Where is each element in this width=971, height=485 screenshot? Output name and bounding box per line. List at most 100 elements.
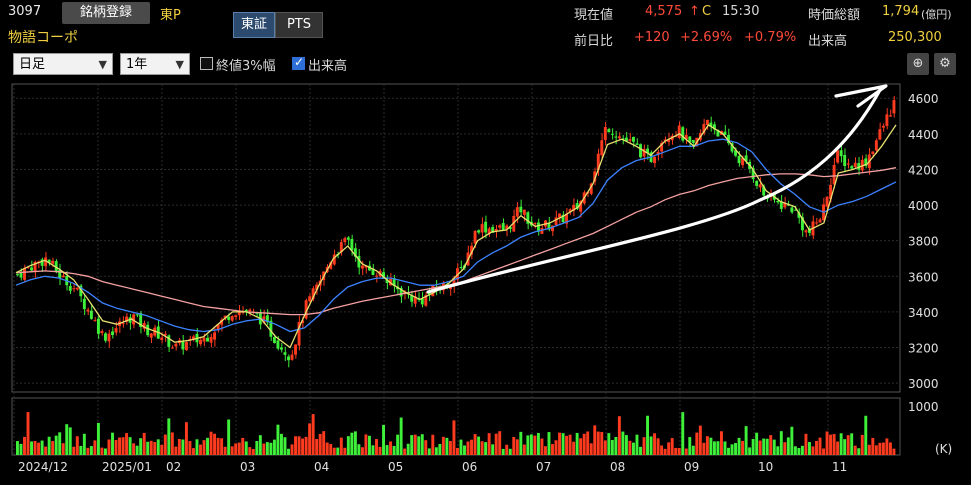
candle-body	[526, 212, 530, 224]
candle-body	[199, 339, 202, 345]
candle-body	[878, 129, 882, 140]
volume-bar	[515, 439, 519, 455]
candle-body	[864, 158, 868, 166]
change-pct: +2.69%	[680, 30, 733, 45]
month-tick-label: 2024/12	[18, 460, 68, 474]
volume-bar	[649, 436, 653, 455]
volume-bar	[734, 443, 737, 455]
candle-body	[230, 316, 234, 321]
volume-bar	[325, 442, 329, 455]
candle-body	[808, 228, 811, 233]
price-tick-label: 4400	[908, 128, 939, 142]
volume-bar	[202, 440, 206, 455]
volume-bar	[199, 444, 202, 455]
close3-checkbox[interactable]	[200, 57, 213, 70]
candle-body	[82, 298, 86, 310]
stock-chart[interactable]: 4600 4400 4200 4000 3800 3600 3400 3200 3000 1000…	[0, 80, 971, 485]
candle-body	[448, 287, 452, 290]
candle-body	[371, 268, 375, 276]
volume-bar	[47, 436, 51, 455]
candle-body	[220, 319, 224, 325]
month-tick-label: 09	[684, 460, 699, 474]
volume-bar	[596, 431, 600, 455]
candle-body	[800, 217, 804, 231]
candle-body	[51, 260, 55, 264]
volume-bar	[163, 434, 167, 455]
volume-bar	[551, 444, 554, 455]
current-price: 4,575	[645, 4, 683, 19]
candle-body	[389, 278, 393, 286]
volume-bar	[670, 438, 674, 455]
volume-bar	[445, 437, 449, 455]
volume-bar	[216, 437, 220, 455]
candle-body	[790, 207, 794, 213]
zoom-icon[interactable]: ⊕	[907, 53, 929, 75]
volume-bar	[621, 431, 625, 455]
candle-body	[617, 136, 621, 139]
candle-body	[332, 254, 336, 265]
candle-body	[339, 242, 343, 253]
volume-bar	[568, 434, 572, 455]
candle-body	[755, 180, 759, 186]
candle-body	[163, 333, 167, 336]
volume-bar	[149, 440, 153, 455]
volume-bar	[68, 427, 72, 455]
volume-bar	[491, 444, 495, 455]
range-select[interactable]: 1年 ▼	[120, 53, 190, 75]
candle-body	[452, 277, 456, 286]
candle-body	[804, 230, 808, 233]
prev-diff-label: 前日比	[574, 34, 614, 49]
volume-bar	[586, 431, 590, 455]
month-tick-label: 07	[536, 460, 551, 474]
candle-body	[579, 201, 583, 212]
candle-body	[392, 278, 396, 287]
price-time: 15:30	[722, 4, 760, 19]
candle-body	[16, 274, 19, 276]
company-name: 物語コーポ	[8, 30, 78, 46]
candle-body	[825, 196, 829, 207]
candle-body	[308, 296, 312, 302]
volume-bar	[755, 432, 759, 455]
candle-body	[846, 163, 850, 165]
volume-checkbox[interactable]	[292, 55, 305, 70]
candle-body	[30, 267, 33, 271]
volume-bar	[720, 431, 723, 455]
volume-bar	[441, 436, 445, 455]
tab-pts[interactable]: PTS	[275, 12, 323, 38]
period-select[interactable]: 日足 ▼	[13, 53, 113, 75]
volume-bar	[142, 432, 146, 455]
volume-bar	[364, 434, 368, 455]
volume-bar	[371, 445, 375, 455]
volume-bar	[674, 447, 678, 455]
volume-bar	[170, 432, 174, 455]
volume-bar	[375, 439, 378, 455]
register-stock-button[interactable]: 銘柄登録	[62, 2, 150, 24]
gear-icon[interactable]: ⚙	[934, 53, 956, 75]
candle-body	[353, 248, 357, 257]
volume-bar	[864, 415, 868, 455]
volume-bar	[389, 441, 393, 455]
market-label: 東P	[160, 8, 181, 23]
candle-body	[874, 140, 878, 151]
candle-body	[723, 131, 727, 135]
chart-axes: 4600 4400 4200 4000 3800 3600 3400 3200 3000 1000…	[18, 92, 952, 474]
candle-body	[684, 134, 688, 140]
volume-bar	[529, 434, 533, 455]
tab-tse[interactable]: 東証	[233, 12, 275, 38]
volume-bar	[811, 446, 815, 455]
candle-body	[311, 288, 315, 299]
volume-bar	[470, 439, 473, 455]
candle-body	[255, 312, 259, 314]
candle-body	[786, 204, 790, 206]
month-tick-label: 10	[758, 460, 773, 474]
volume-bar	[265, 442, 269, 455]
candles	[16, 95, 896, 368]
month-tick-label: 05	[388, 460, 403, 474]
candle-body	[565, 213, 569, 224]
volume-bar	[184, 422, 188, 455]
volume-bar	[248, 447, 252, 455]
candle-body	[797, 212, 801, 218]
candle-body	[639, 144, 642, 158]
candle-body	[779, 201, 783, 209]
candle-body	[89, 310, 93, 319]
